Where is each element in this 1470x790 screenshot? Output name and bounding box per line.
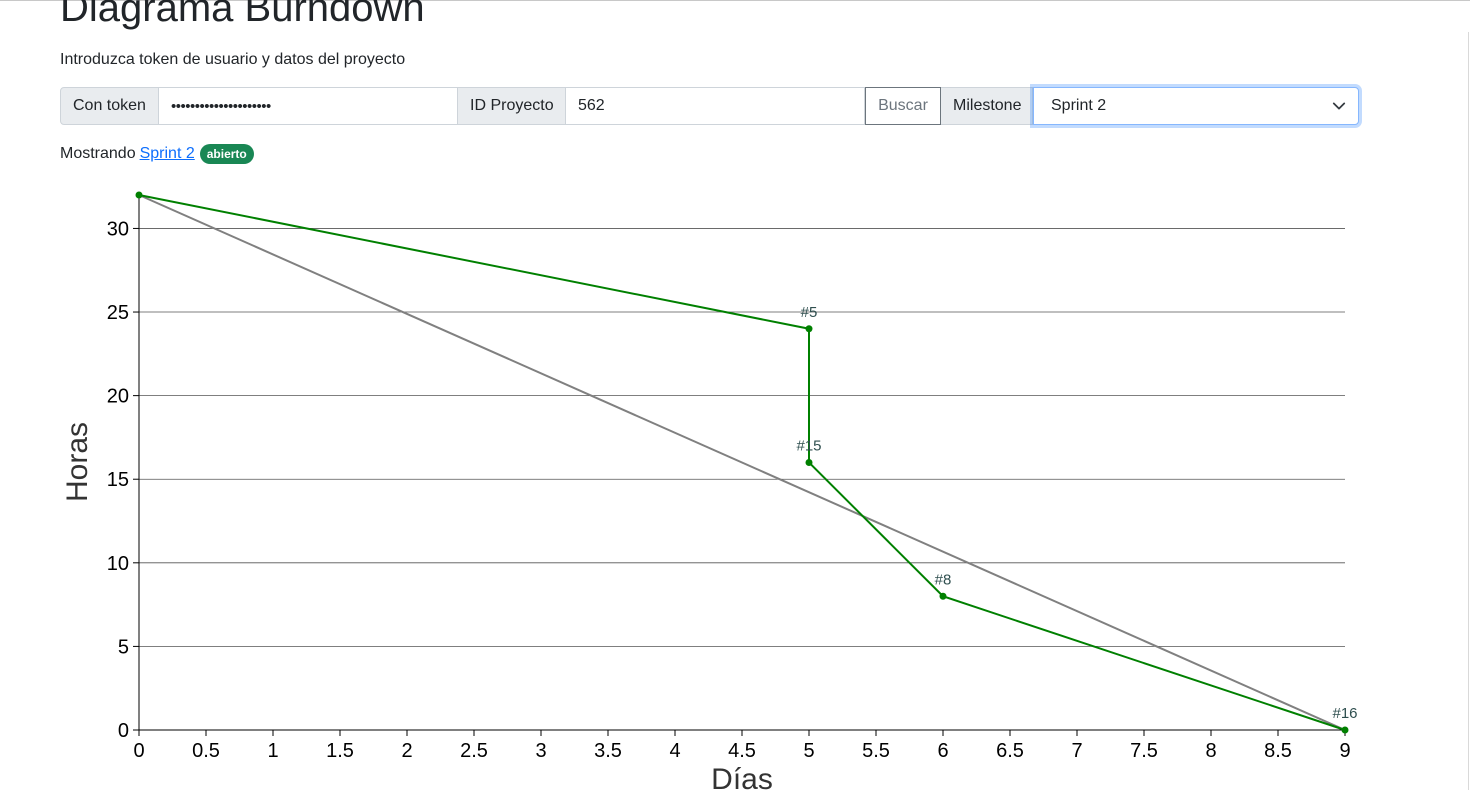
- y-tick-label: 10: [107, 553, 129, 575]
- scrollbar-edge: [1468, 32, 1469, 790]
- x-tick-label: 6.5: [996, 740, 1024, 762]
- milestone-selected-value: Sprint 2: [1051, 97, 1107, 114]
- search-button[interactable]: Buscar: [865, 87, 941, 125]
- top-border: [0, 0, 1470, 1]
- data-label: #8: [935, 571, 952, 588]
- x-tick-label: 1: [267, 740, 278, 762]
- x-tick-label: 3: [535, 740, 546, 762]
- y-tick-label: 5: [118, 636, 129, 658]
- page-title: Diagrama Burndown: [60, 0, 425, 30]
- x-tick-label: 8.5: [1264, 740, 1292, 762]
- x-tick-label: 6: [937, 740, 948, 762]
- y-tick-label: 15: [107, 469, 129, 491]
- x-tick-label: 0: [133, 740, 144, 762]
- x-tick-label: 0.5: [192, 740, 220, 762]
- status-prefix: Mostrando: [60, 145, 136, 162]
- chevron-down-icon: [1332, 102, 1346, 110]
- data-point: [939, 592, 947, 600]
- token-input[interactable]: •••••••••••••••••••••: [159, 87, 458, 125]
- x-tick-label: 2.5: [460, 740, 488, 762]
- data-label: #16: [1332, 705, 1357, 722]
- page-subtitle: Introduzca token de usuario y datos del …: [60, 51, 406, 68]
- x-axis-label: Días: [711, 763, 773, 790]
- data-point: [1341, 726, 1349, 734]
- status-badge: abierto: [199, 144, 254, 164]
- y-tick-label: 30: [107, 218, 129, 240]
- search-form: Con token ••••••••••••••••••••• ID Proye…: [60, 87, 1359, 125]
- y-tick-label: 0: [118, 720, 129, 742]
- milestone-select[interactable]: Sprint 2: [1033, 87, 1359, 125]
- project-id-input[interactable]: 562: [566, 87, 865, 125]
- milestone-link[interactable]: Sprint 2: [139, 145, 195, 162]
- y-tick-label: 20: [107, 386, 129, 408]
- data-point: [805, 459, 813, 466]
- data-label: #15: [796, 438, 821, 455]
- y-axis-label: Horas: [61, 422, 94, 502]
- x-tick-label: 7.5: [1130, 740, 1158, 762]
- x-tick-label: 1.5: [326, 740, 354, 762]
- x-tick-label: 5: [803, 740, 814, 762]
- x-tick-label: 4.5: [728, 740, 756, 762]
- ideal-line: [138, 194, 1346, 731]
- x-tick-label: 8: [1205, 740, 1216, 762]
- project-id-label: ID Proyecto: [458, 87, 566, 125]
- x-tick-label: 7: [1071, 740, 1082, 762]
- milestone-label: Milestone: [941, 87, 1033, 125]
- x-tick-label: 4: [669, 740, 680, 762]
- y-tick-label: 25: [107, 302, 129, 324]
- x-tick-label: 2: [401, 740, 412, 762]
- token-label: Con token: [60, 87, 159, 125]
- data-label: #5: [801, 304, 818, 321]
- milestone-status: Mostrando Sprint 2 abierto: [60, 144, 254, 164]
- data-point: [135, 191, 143, 199]
- x-tick-label: 5.5: [862, 740, 890, 762]
- x-tick-label: 3.5: [594, 740, 622, 762]
- x-tick-label: 9: [1339, 740, 1350, 762]
- data-point: [805, 325, 813, 333]
